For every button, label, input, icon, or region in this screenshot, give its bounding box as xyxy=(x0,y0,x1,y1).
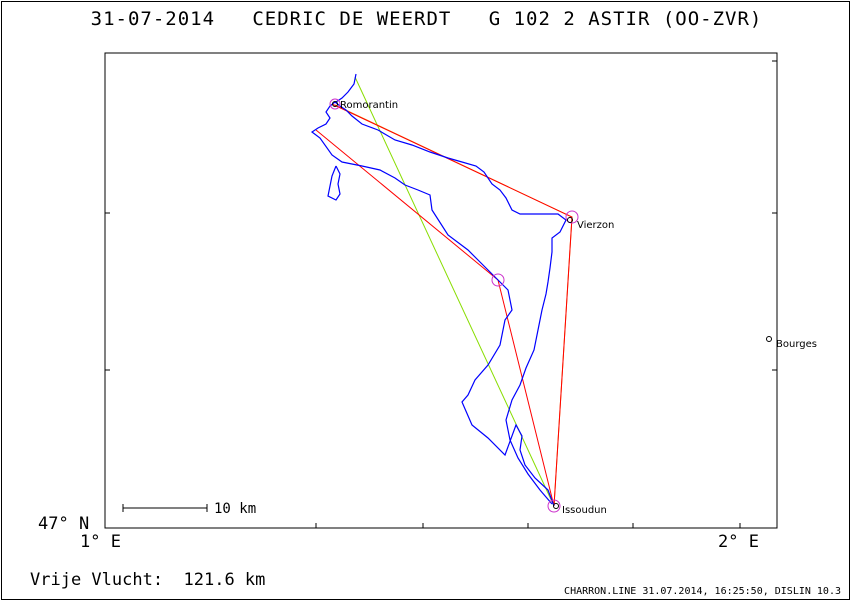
place-marker-bourges xyxy=(766,336,772,342)
flight-title: 31-07-2014 CEDRIC DE WEERDT G 102 2 ASTI… xyxy=(90,8,763,30)
turnpoint-romorantin xyxy=(329,98,341,110)
free-flight-distance: Vrije Vlucht: 121.6 km xyxy=(30,570,266,590)
map-plot-area xyxy=(104,52,778,529)
place-marker-romorantin xyxy=(332,101,338,107)
gps-track-loop xyxy=(327,165,341,201)
turnpoint-vierzon xyxy=(565,210,579,224)
task-line-orange xyxy=(334,104,573,507)
y-axis-label-47n: 47° N xyxy=(38,514,90,534)
place-marker-issoudun xyxy=(553,503,559,509)
task-line-green xyxy=(354,76,555,507)
scale-bar-label: 10 km xyxy=(214,501,256,517)
x-axis-label-1e: 1° E xyxy=(80,532,121,552)
place-marker-vierzon xyxy=(567,217,573,223)
gps-track-start xyxy=(335,73,357,103)
scale-bar: 10 km xyxy=(122,501,256,517)
gps-track xyxy=(310,101,567,507)
axis-ticks xyxy=(105,60,777,528)
place-label-issoudun: Issoudun xyxy=(562,505,607,516)
turnpoint-issoudun xyxy=(547,499,561,513)
place-label-bourges: Bourges xyxy=(776,339,817,350)
x-axis-label-2e: 2° E xyxy=(718,532,759,552)
turnpoint-intermediate xyxy=(491,273,505,287)
place-markers: Romorantin Vierzon Issoudun Bourges xyxy=(332,100,817,516)
turnpoints xyxy=(329,98,579,513)
place-label-vierzon: Vierzon xyxy=(577,220,614,231)
program-info: CHARRON.LINE 31.07.2014, 16:25:50, DISLI… xyxy=(564,586,841,597)
task-lines xyxy=(315,76,573,507)
place-label-romorantin: Romorantin xyxy=(340,100,398,111)
